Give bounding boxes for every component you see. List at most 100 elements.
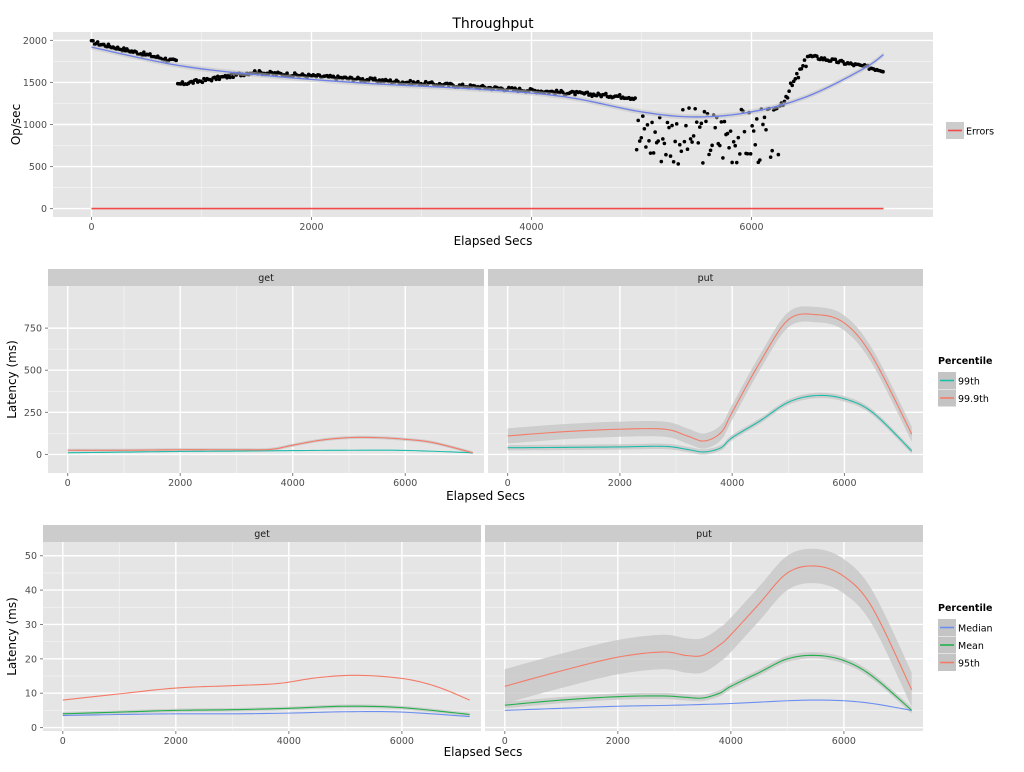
x-tick-label: 0: [60, 736, 66, 747]
data-point: [661, 137, 665, 141]
panel-background: [48, 286, 484, 473]
y-tick-label: 40: [25, 586, 37, 597]
data-point: [633, 96, 637, 100]
data-point: [701, 161, 705, 165]
scatter-points: [89, 38, 885, 166]
y-tick-label: 20: [25, 654, 37, 665]
data-point: [637, 139, 642, 143]
data-point: [691, 134, 696, 138]
data-point: [719, 120, 724, 124]
y-tick-label: 750: [24, 324, 42, 335]
series-line: [62, 711, 470, 718]
data-point: [665, 120, 670, 125]
data-point: [690, 140, 694, 144]
series-line: [67, 449, 473, 454]
data-point: [674, 122, 679, 126]
series-line: [67, 436, 473, 454]
x-tick-label: 4000: [277, 736, 301, 747]
data-point: [758, 158, 762, 162]
data-point: [754, 117, 759, 121]
data-point: [693, 106, 697, 111]
data-point: [787, 89, 791, 94]
legend-label: 99th: [958, 377, 980, 388]
data-point: [659, 159, 664, 164]
data-point: [200, 80, 205, 85]
x-tick-label: 6000: [832, 478, 856, 489]
data-point: [753, 142, 758, 147]
data-point: [699, 121, 704, 126]
facet-strip: [485, 525, 923, 542]
legend-label: Mean: [958, 641, 984, 652]
x-tick-label: 0: [65, 478, 71, 489]
data-point: [215, 74, 220, 79]
data-point: [644, 145, 648, 149]
legend-label: 99.9th: [958, 394, 989, 405]
data-point: [696, 141, 701, 145]
data-point: [684, 123, 688, 128]
data-point: [122, 46, 126, 50]
data-point: [571, 90, 576, 94]
data-point: [785, 96, 790, 100]
y-tick-label: 500: [24, 366, 42, 377]
data-point: [734, 160, 739, 165]
x-tick-label: 6000: [832, 736, 856, 747]
data-point: [796, 75, 801, 80]
data-point: [651, 151, 656, 155]
data-point: [174, 58, 178, 63]
data-point: [793, 77, 798, 81]
y-tick-label: 250: [24, 408, 42, 419]
y-axis-title: Latency (ms): [5, 597, 19, 676]
data-point: [738, 152, 742, 156]
x-tick-label: 4000: [519, 222, 543, 233]
legend-label: Median: [958, 624, 993, 635]
x-tick-label: 6000: [393, 478, 417, 489]
data-point: [710, 143, 714, 148]
data-point: [707, 152, 711, 157]
data-point: [722, 119, 727, 124]
data-point: [694, 120, 699, 124]
data-point: [673, 139, 677, 144]
smooth-line: [91, 46, 884, 118]
data-point: [656, 139, 661, 143]
data-point: [713, 125, 717, 130]
data-point: [745, 152, 750, 156]
data-point: [751, 129, 756, 133]
legend-label: 95th: [958, 659, 980, 670]
data-point: [704, 119, 708, 124]
data-point: [664, 152, 668, 157]
y-tick-label: 0: [36, 450, 42, 461]
x-tick-label: 0: [88, 222, 94, 233]
x-tick-label: 4000: [720, 478, 744, 489]
data-point: [799, 66, 804, 71]
series-line: [504, 565, 913, 690]
y-axis-title: Latency (ms): [5, 340, 19, 419]
data-point: [770, 148, 774, 153]
data-point: [349, 76, 354, 80]
legend-title: Percentile: [938, 356, 992, 367]
data-point: [718, 143, 722, 148]
data-point: [585, 90, 590, 95]
data-point: [730, 160, 734, 165]
x-tick-label: 4000: [719, 736, 743, 747]
data-point: [815, 54, 819, 59]
y-tick-label: 50: [25, 551, 37, 562]
series-line: [507, 313, 913, 442]
data-point: [653, 130, 657, 134]
data-point: [285, 71, 289, 75]
facet-strip-label: put: [696, 529, 712, 540]
facet-strip-label: get: [254, 529, 270, 540]
data-point: [671, 159, 676, 164]
data-point: [634, 147, 639, 152]
data-point: [776, 152, 781, 157]
chart-title: Throughput: [451, 16, 534, 32]
confidence-ribbon: [504, 652, 912, 714]
data-point: [163, 56, 168, 61]
data-point: [881, 69, 885, 74]
data-point: [641, 114, 645, 118]
data-point: [728, 129, 733, 133]
x-tick-label: 2000: [606, 736, 630, 747]
x-axis-title: Elapsed Secs: [454, 234, 533, 248]
data-point: [667, 125, 671, 130]
series-line: [507, 394, 913, 453]
